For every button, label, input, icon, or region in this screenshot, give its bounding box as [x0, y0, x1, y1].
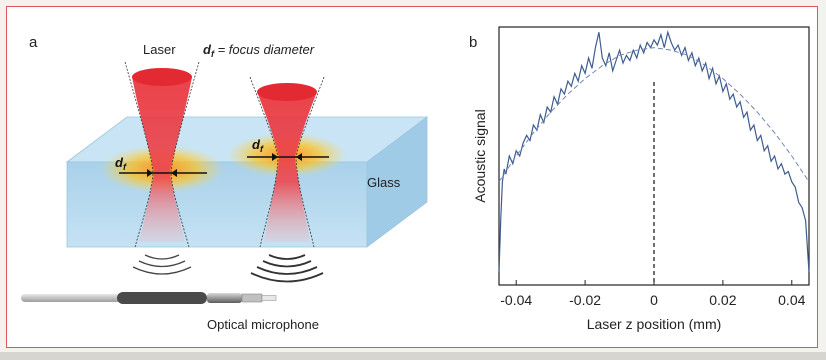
fitted-curve [498, 47, 810, 183]
focus-definition: df = focus diameter [203, 42, 315, 59]
acoustic-waves-right [250, 254, 324, 283]
microphone-label: Optical microphone [207, 317, 319, 332]
glass-label: Glass [367, 175, 401, 190]
laser-beam-left [100, 61, 224, 248]
measured-signal-line [498, 29, 810, 273]
y-axis-label: Acoustic signal [472, 109, 488, 202]
focus-label-left: df [115, 155, 127, 172]
x-axis-label: Laser z position (mm) [587, 316, 722, 332]
laser-label: Laser [143, 42, 176, 57]
laser-glass-diagram: df df a [21, 34, 429, 332]
x-tick-label: 0.02 [709, 292, 736, 308]
panel-b-chart: b -0.04 -0.02 0 0.02 0.04 Acoustic signal La… [447, 7, 819, 349]
x-tick-label: 0 [650, 292, 658, 308]
x-tick-label: -0.04 [500, 292, 532, 308]
focus-label-right: df [252, 137, 264, 154]
x-tick-label: -0.02 [569, 292, 601, 308]
acoustic-signal-chart: b -0.04 -0.02 0 0.02 0.04 Acoustic signal La… [469, 26, 810, 332]
panel-a-diagram: df df a [7, 7, 447, 349]
laser-beam-right [227, 76, 347, 248]
x-tick-label: 0.04 [778, 292, 805, 308]
figure-frame: df df a [6, 6, 818, 348]
panel-b-label: b [469, 34, 477, 51]
optical-microphone [21, 292, 277, 304]
acoustic-waves-left [132, 254, 192, 275]
panel-a-label: a [29, 34, 38, 51]
